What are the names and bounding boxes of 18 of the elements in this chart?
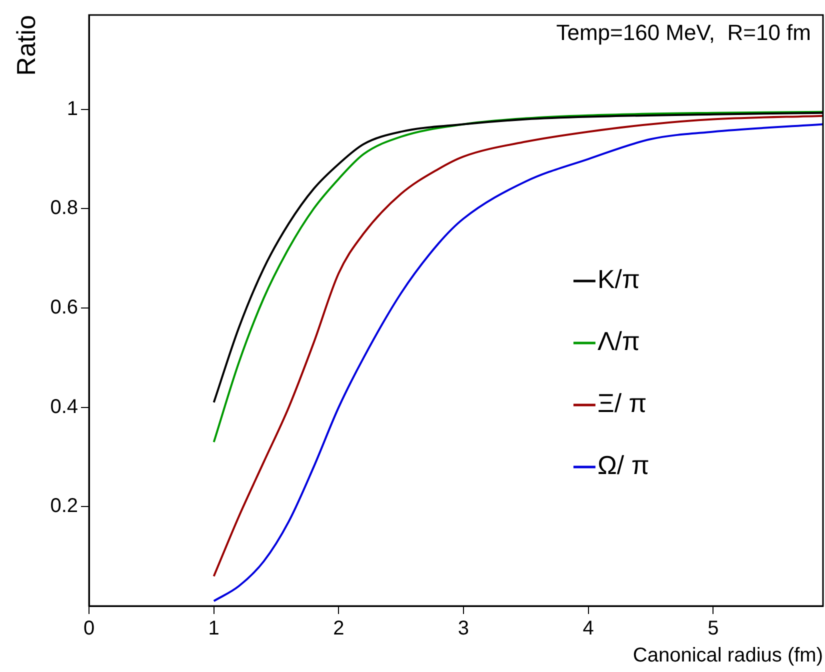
legend-label: Ω/ π [597, 450, 650, 480]
y-tick-label: 0.8 [50, 197, 78, 220]
x-tick-label: 2 [333, 618, 344, 640]
y-tick-label: 0.4 [50, 396, 78, 418]
y-tick-label: 1 [66, 98, 78, 120]
x-tick-label: 5 [708, 618, 719, 640]
legend-label: K/π [597, 264, 640, 294]
x-tick-label: 1 [208, 618, 220, 640]
legend-label: Ξ/ π [597, 388, 647, 418]
x-tick-label: 0 [83, 618, 95, 640]
y-axis-title: Ratio [10, 15, 41, 76]
legend-label: Λ/π [597, 326, 640, 356]
y-tick-label: 0.6 [50, 296, 78, 319]
x-axis-title: Canonical radius (fm) [632, 644, 823, 667]
x-tick-label: 3 [458, 618, 470, 640]
annotation: Temp=160 MeV, R=10 fm [556, 20, 811, 46]
x-tick-label: 4 [582, 618, 594, 640]
y-tick-label: 0.2 [50, 495, 78, 518]
